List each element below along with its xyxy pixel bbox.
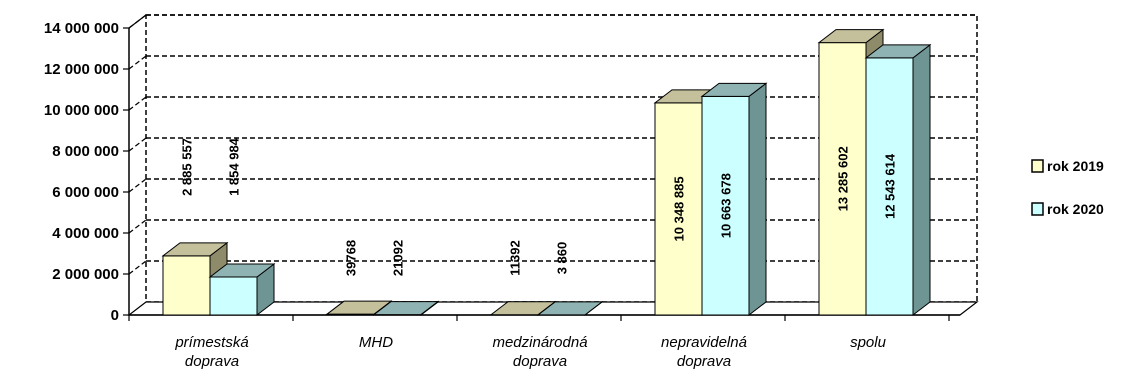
bar-4-1: [864, 43, 932, 317]
bar-top-2-1: [536, 301, 604, 316]
y-tick-label-6: 12 000 000: [44, 61, 119, 78]
bar-front-3-1: [701, 95, 750, 316]
gridline-side-3: [128, 178, 147, 193]
bar-front-0-0: [162, 255, 211, 316]
data-label-3-0: 10 348 885: [672, 176, 687, 241]
data-label-0-1: 1 854 984: [227, 137, 242, 196]
legend-swatch-0: [1031, 159, 1044, 173]
back-wall: [145, 14, 978, 303]
x-category-label-3-1: doprava: [677, 353, 731, 370]
data-label-1-0: 39768: [344, 240, 359, 276]
gridline-side-2: [128, 219, 147, 234]
data-labels: 2 885 557 1 854 984 39768 21092 11392 3 860 10…: [180, 137, 898, 276]
bar-front-0-1: [209, 276, 258, 316]
data-label-2-1: 3 860: [555, 242, 570, 275]
x-category-label-2-0: medzinárodná: [492, 334, 587, 351]
x-category-label-0-1: doprava: [185, 353, 239, 370]
gridline-side-1: [128, 260, 147, 275]
gridline-side-7: [128, 14, 147, 29]
data-label-2-0: 11392: [508, 240, 523, 275]
x-category-label-3-0: nepravidelná: [661, 334, 747, 351]
bar-front-3-0: [654, 102, 703, 316]
bar-top-4-1: [864, 44, 932, 59]
bar-2-1: [536, 300, 604, 317]
bar-3-1: [700, 82, 768, 317]
y-axis-tick-labels: 0 2 000 000 4 000 000 6 000 000 8 000 000 10 …: [44, 20, 119, 324]
x-axis-category-labels: prímestská doprava MHD medzinárodná doprava n…: [174, 334, 886, 370]
data-label-4-1: 12 543 614: [883, 153, 898, 219]
legend-swatch-1: [1031, 202, 1044, 216]
y-tick-label-2: 4 000 000: [52, 225, 119, 242]
bar-1-1: [372, 300, 440, 317]
gridline-side-5: [128, 96, 147, 111]
bar-top-0-1: [208, 263, 276, 278]
bar-top-3-1: [700, 82, 768, 97]
x-category-label-2-1: doprava: [513, 353, 567, 370]
bar-front-4-1: [865, 57, 914, 316]
y-tick-label-1: 2 000 000: [52, 266, 119, 283]
y-tick-label-7: 14 000 000: [44, 20, 119, 37]
legend-label-0: rok 2019: [1047, 158, 1104, 174]
legend: rok 2019 rok 2020: [1031, 158, 1104, 217]
bar-side-3-1: [748, 82, 767, 317]
x-category-label-4-0: spolu: [850, 334, 887, 351]
x-category-label-1-0: MHD: [359, 334, 393, 351]
bar-0-1: [208, 262, 276, 317]
bar-top-4-0: [817, 29, 885, 44]
bars: [161, 28, 932, 317]
bar-top-0-0: [161, 242, 229, 257]
data-label-1-1: 21092: [391, 240, 406, 276]
y-tick-label-3: 6 000 000: [52, 184, 119, 201]
data-label-4-0: 13 285 602: [836, 146, 851, 211]
y-tick-label-5: 10 000 000: [44, 102, 119, 119]
legend-label-1: rok 2020: [1047, 201, 1104, 217]
gridline-side-6: [128, 55, 147, 70]
gridline-side-4: [128, 137, 147, 152]
bar-top-1-1: [372, 301, 440, 316]
data-label-3-1: 10 663 678: [719, 173, 734, 238]
y-tick-label-0: 0: [111, 307, 119, 324]
data-label-0-0: 2 885 557: [180, 138, 195, 196]
x-category-label-0-0: prímestská: [174, 334, 248, 351]
bar-side-4-1: [912, 43, 931, 317]
y-tick-label-4: 8 000 000: [52, 143, 119, 160]
